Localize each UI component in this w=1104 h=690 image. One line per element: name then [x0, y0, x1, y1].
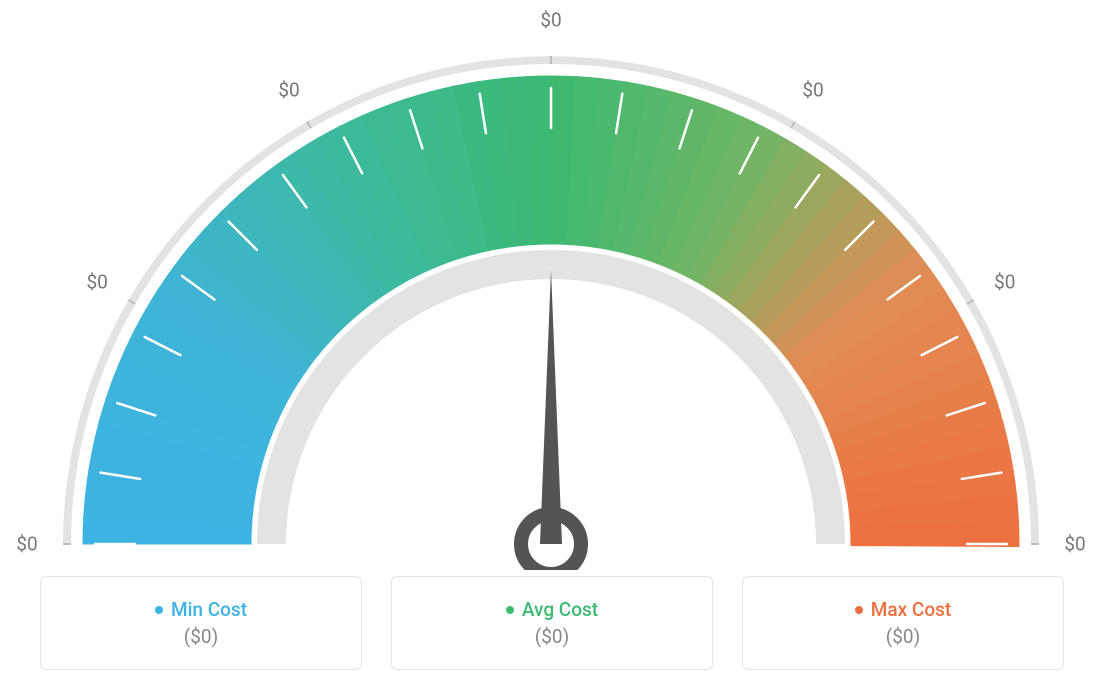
gauge-scale-label: $0 [16, 533, 37, 556]
legend-dot-avg [506, 606, 514, 614]
legend-value-max: ($0) [886, 625, 920, 648]
legend-label-avg: Avg Cost [522, 598, 598, 621]
legend-card-max: Max Cost ($0) [742, 576, 1064, 670]
legend-dot-max [855, 606, 863, 614]
gauge-chart: $0 $0 $0 $0 $0 $0 $0 [0, 0, 1104, 570]
legend-label-max: Max Cost [871, 598, 951, 621]
legend-dot-min [155, 606, 163, 614]
gauge-scale-label: $0 [540, 9, 561, 32]
legend-title-max: Max Cost [855, 598, 951, 621]
gauge-scale-label: $0 [1064, 533, 1085, 556]
gauge-svg [0, 0, 1104, 570]
gauge-scale-label: $0 [994, 271, 1015, 294]
legend-card-avg: Avg Cost ($0) [391, 576, 713, 670]
legend-label-min: Min Cost [171, 598, 247, 621]
legend-title-avg: Avg Cost [506, 598, 598, 621]
gauge-scale-label: $0 [87, 271, 108, 294]
legend-value-avg: ($0) [535, 625, 569, 648]
legend-card-min: Min Cost ($0) [40, 576, 362, 670]
legend-row: Min Cost ($0) Avg Cost ($0) Max Cost ($0… [0, 576, 1104, 670]
gauge-scale-label: $0 [278, 79, 299, 102]
gauge-scale-label: $0 [802, 79, 823, 102]
legend-value-min: ($0) [184, 625, 218, 648]
legend-title-min: Min Cost [155, 598, 247, 621]
